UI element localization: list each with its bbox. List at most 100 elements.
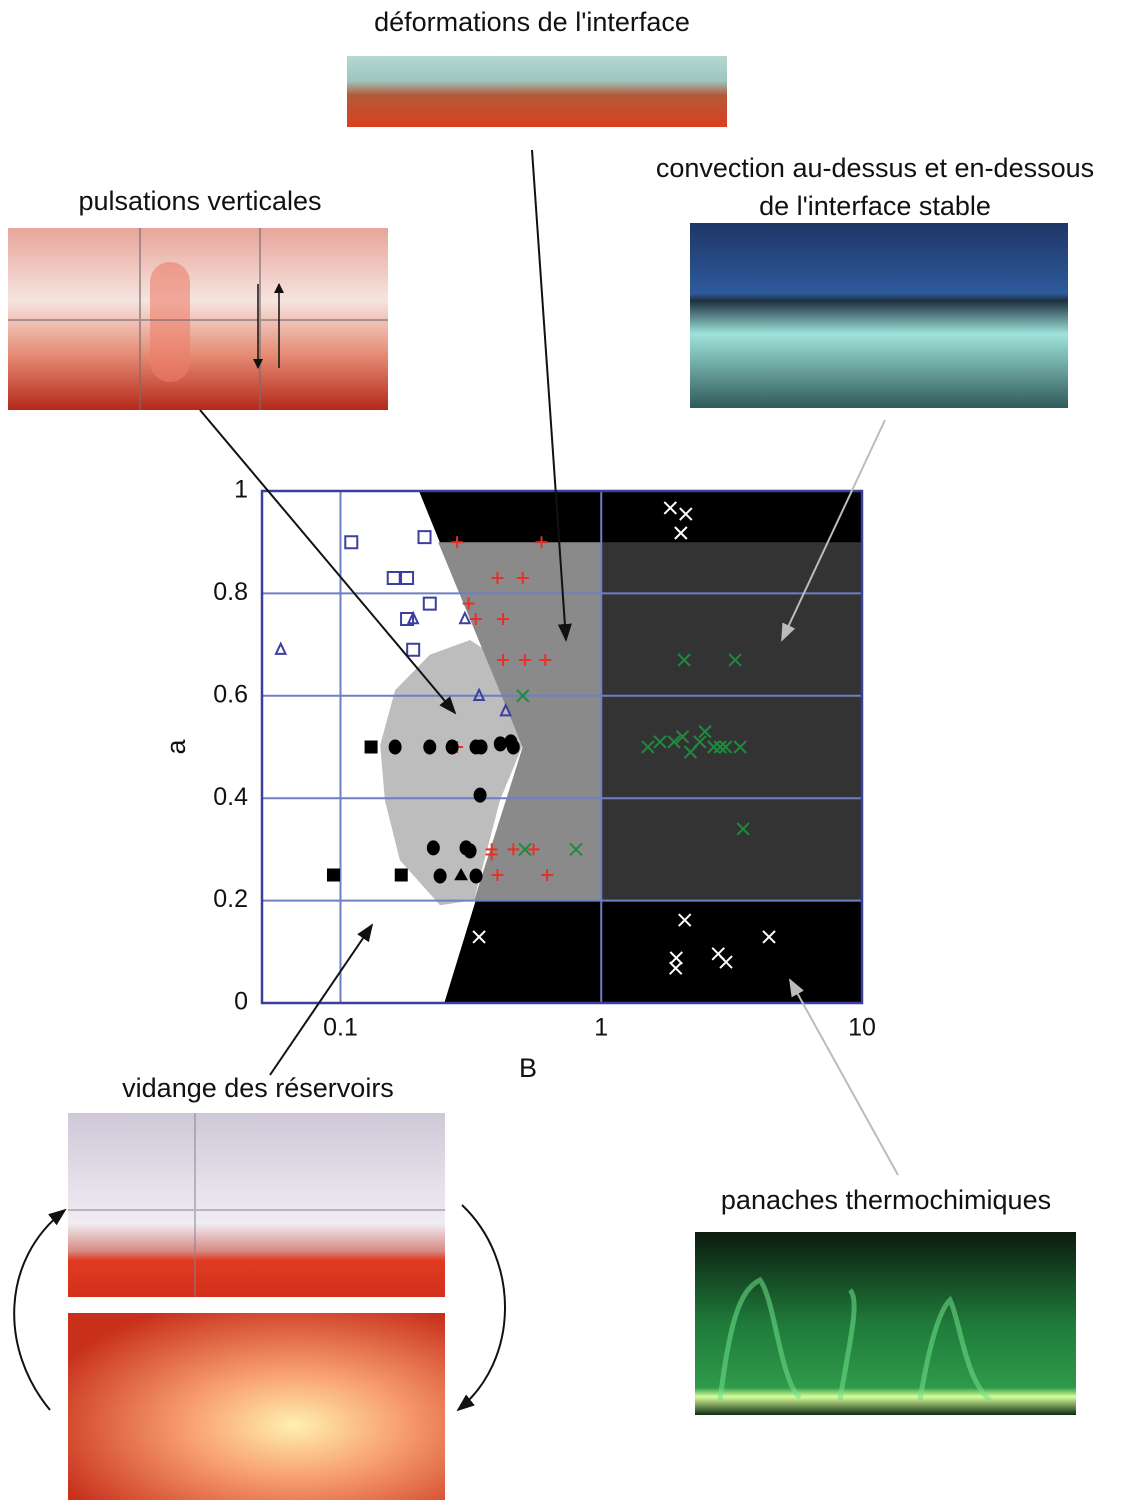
data-point (653, 735, 667, 749)
data-point (667, 735, 681, 749)
data-point (491, 869, 504, 881)
data-point (527, 843, 540, 856)
data-point (458, 610, 472, 625)
data-point (388, 739, 402, 755)
photo-detail (8, 228, 388, 410)
data-point (472, 930, 486, 944)
data-point (668, 961, 683, 975)
data-point (445, 739, 459, 755)
data-point (707, 740, 721, 754)
data-point (451, 536, 464, 549)
x-tick-label: 0.1 (323, 1014, 358, 1042)
data-point (364, 740, 378, 754)
caption: de l'interface stable (759, 191, 991, 221)
data-point (516, 572, 529, 585)
data-point (762, 930, 776, 944)
plot-frame (260, 489, 864, 1005)
data-point (693, 735, 707, 749)
y-tick-label: 0.4 (213, 783, 248, 811)
data-point (679, 507, 693, 521)
x-tick-label: 1 (594, 1014, 608, 1042)
data-point (698, 724, 712, 739)
data-point (422, 596, 437, 611)
data-point (274, 641, 288, 655)
data-point (406, 610, 420, 625)
data-point (539, 653, 552, 666)
plot: 0.1 1 10 0 0.2 0.4 0.6 0.8 1 Ba (161, 476, 876, 1084)
data-point (728, 653, 742, 667)
data-point (462, 597, 475, 610)
data-point (485, 848, 498, 861)
region (601, 542, 862, 901)
y-tick-label: 1 (234, 476, 248, 504)
data-point (493, 736, 507, 752)
data-point (499, 702, 513, 717)
photo-detail (150, 262, 190, 382)
data-point (386, 571, 401, 586)
data-point (507, 843, 520, 856)
data-point (569, 842, 583, 857)
photo-detail (717, 1276, 992, 1402)
data-point (394, 868, 408, 882)
data-point (497, 613, 510, 625)
data-point (678, 913, 692, 927)
data-point (454, 867, 468, 881)
photo-detail (68, 1113, 445, 1297)
caption: convection au-dessus et en-dessous (656, 153, 1094, 183)
photo (347, 56, 727, 127)
data-point (713, 740, 727, 754)
data-point (677, 653, 691, 667)
data-point (344, 535, 359, 550)
data-point (433, 868, 447, 884)
data-point (472, 687, 486, 701)
arrow (781, 419, 886, 642)
caption: pulsations verticales (78, 186, 321, 216)
data-point (518, 653, 531, 666)
data-point (669, 951, 683, 965)
data-point (406, 642, 421, 657)
data-point (674, 526, 688, 540)
y-tick-label: 0.6 (213, 680, 248, 708)
x-tick-label: 10 (848, 1014, 876, 1042)
photo (695, 1232, 1076, 1415)
data-point (469, 613, 482, 625)
y-tick-label: 0 (234, 988, 248, 1016)
data-point (469, 868, 483, 884)
data-point (463, 843, 477, 859)
data-point (400, 571, 415, 586)
arrow (13, 1208, 67, 1411)
data-point (516, 689, 530, 703)
photo (68, 1313, 445, 1500)
data-point (535, 536, 548, 549)
data-point (426, 840, 440, 856)
photos (8, 56, 1076, 1500)
data-point (675, 730, 690, 744)
photo (690, 223, 1068, 408)
arrow (789, 978, 899, 1176)
captions: déformations de l'interface pulsations v… (78, 7, 1094, 1215)
photo (68, 1113, 445, 1297)
data-point (423, 739, 437, 755)
region (380, 640, 523, 906)
arrow (456, 1204, 506, 1412)
data-point (518, 842, 532, 857)
data-point (718, 740, 733, 754)
data-point (736, 822, 750, 836)
data-point (326, 868, 340, 882)
y-tick-label: 0.2 (213, 885, 248, 913)
arrow (531, 149, 572, 642)
data-point (641, 740, 655, 754)
caption: panaches thermochimiques (721, 1185, 1051, 1215)
data-point (541, 869, 554, 881)
y-tick-label: 0.8 (213, 578, 248, 606)
x-axis-label: B (519, 1053, 537, 1083)
arrow (199, 409, 457, 715)
arrow (269, 923, 374, 1076)
data-point (733, 740, 747, 754)
data-point (719, 955, 733, 969)
data-point (491, 572, 504, 585)
caption: vidange des réservoirs (122, 1073, 394, 1103)
caption: déformations de l'interface (374, 7, 690, 37)
